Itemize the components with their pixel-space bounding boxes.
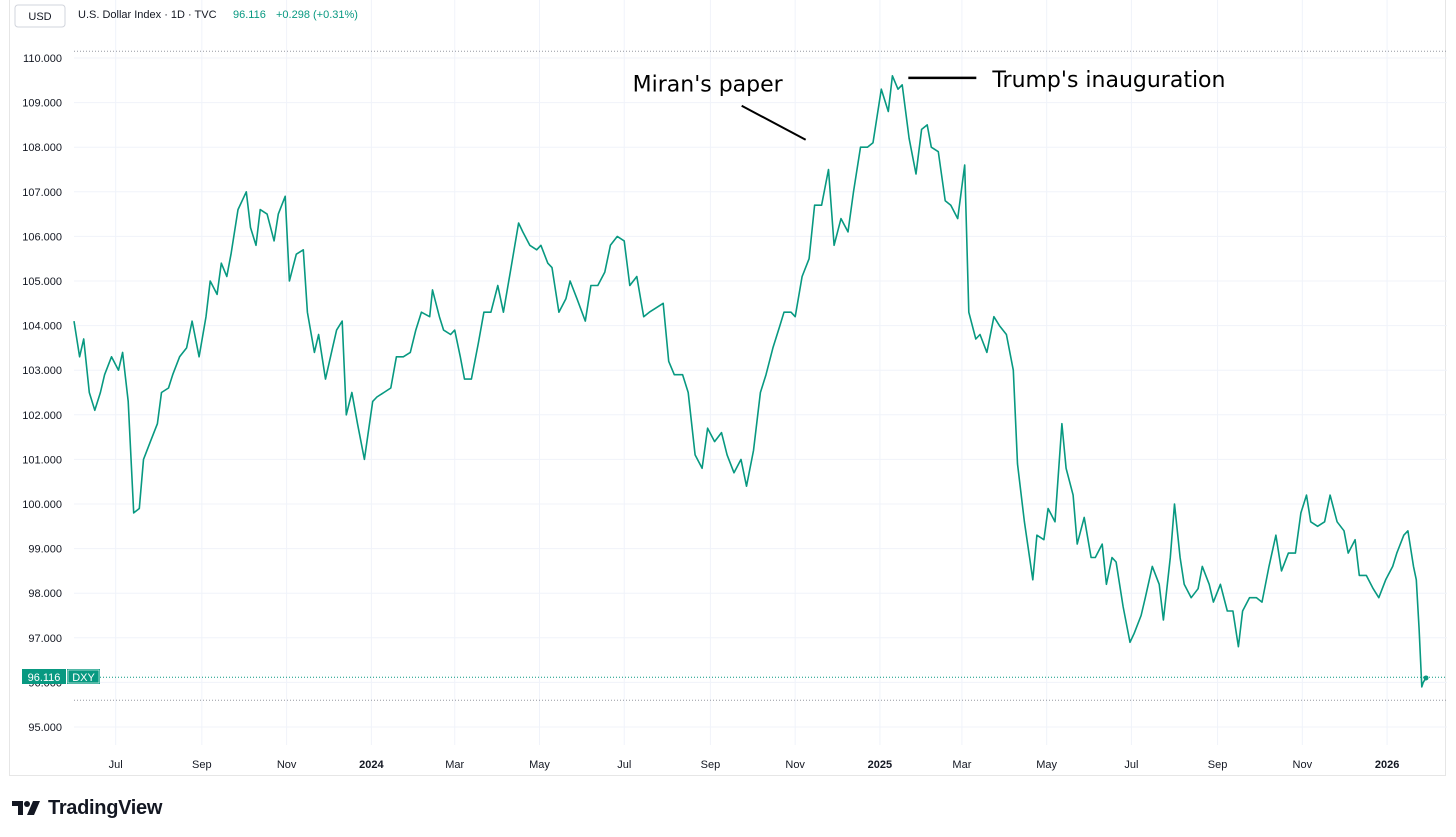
chart-frame: 110.000 109.000 108.000 107.000 106.000 105.0… [9, 0, 1447, 776]
x-tick-label: Sep [192, 759, 212, 771]
dxy-series-line[interactable] [73, 75, 1427, 688]
last-price-marker [1423, 675, 1429, 681]
x-tick-label: Nov [1293, 759, 1313, 771]
change-value: +0.298 (+0.31%) [276, 9, 358, 21]
x-axis: Jul Sep Nov 2024 Mar May Jul Sep Nov 2025 Mar May Ju… [109, 759, 1400, 771]
dxy-line-chart[interactable]: 110.000 109.000 108.000 107.000 106.000 105.0… [10, 0, 1447, 776]
miran-annotation-pointer [741, 104, 807, 141]
price-tag-value: 96.116 [28, 672, 61, 684]
y-tick-label: 105.000 [22, 276, 62, 288]
price-tag-ticker-bg [67, 669, 100, 684]
inauguration-annotation-label: Trump's inauguration [991, 68, 1225, 93]
x-tick-label: 2026 [1375, 759, 1399, 771]
y-tick-label: 98.000 [28, 588, 62, 600]
price-tag-ticker: DXY [72, 672, 95, 684]
x-tick-label: Mar [952, 759, 971, 771]
y-tick-label: 100.000 [22, 499, 62, 511]
y-tick-label: 109.000 [22, 98, 62, 110]
price-tag-value-bg [22, 669, 66, 684]
legend: USD U.S. Dollar Index · 1D · TVC 96.116 … [14, 4, 358, 28]
y-tick-label: 108.000 [22, 142, 62, 154]
grid-lines [74, 0, 1447, 745]
y-tick-label: 106.000 [22, 231, 62, 243]
y-tick-label: 102.000 [22, 410, 62, 422]
miran-annotation-label: Miran's paper [633, 73, 784, 98]
last-point-dot [1423, 675, 1429, 681]
x-tick-label: Jul [109, 759, 123, 771]
x-tick-label: Mar [445, 759, 464, 771]
y-tick-label: 97.000 [28, 633, 62, 645]
y-axis: 110.000 109.000 108.000 107.000 106.000 105.0… [22, 53, 62, 734]
symbol-info: U.S. Dollar Index · 1D · TVC [78, 9, 217, 21]
y-tick-label: 103.000 [22, 365, 62, 377]
x-tick-label: Sep [1208, 759, 1228, 771]
y-tick-label: 110.000 [23, 53, 62, 65]
x-tick-label: Nov [277, 759, 297, 771]
y-tick-label: 107.000 [22, 187, 62, 199]
x-tick-label: May [529, 759, 550, 771]
tradingview-brand: TradingView [48, 796, 163, 819]
annotations: Miran's paper Trump's inauguration [633, 68, 1225, 141]
y-tick-label: 95.000 [28, 722, 62, 734]
y-tick-label: 101.000 [22, 454, 62, 466]
x-tick-label: 2024 [359, 759, 384, 771]
x-tick-label: Nov [785, 759, 805, 771]
tradingview-logo-icon [12, 801, 40, 815]
x-tick-label: May [1036, 759, 1057, 771]
y-tick-label: 99.000 [28, 544, 62, 556]
reference-lines [74, 50, 1447, 701]
x-tick-label: Sep [701, 759, 721, 771]
price-tag: 96.116 DXY [22, 669, 100, 684]
price-tag-ticker-inner [67, 669, 100, 684]
x-tick-label: 2025 [868, 759, 892, 771]
x-tick-label: Jul [617, 759, 631, 771]
x-tick-label: Jul [1124, 759, 1138, 771]
currency-label: USD [28, 11, 51, 23]
tradingview-footer[interactable]: TradingView [12, 793, 162, 823]
currency-box[interactable] [14, 4, 66, 28]
y-tick-label: 104.000 [22, 321, 62, 333]
last-value: 96.116 [233, 9, 266, 21]
